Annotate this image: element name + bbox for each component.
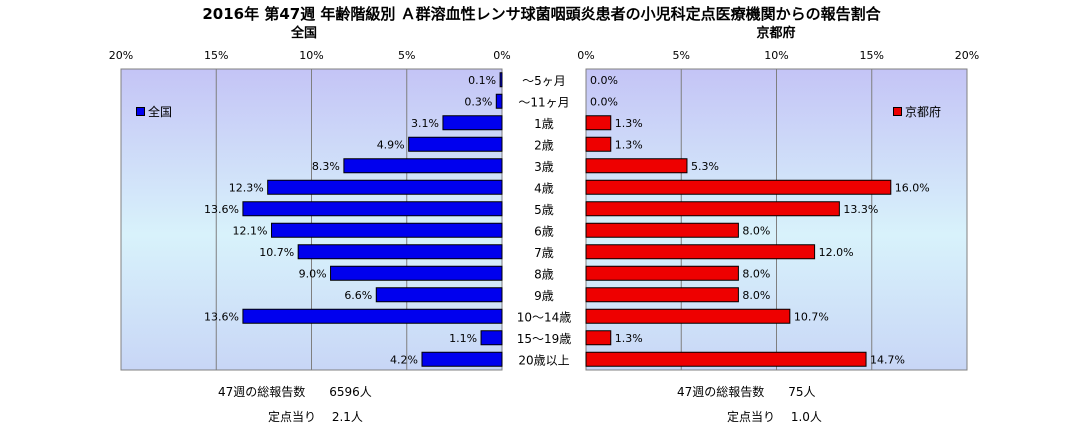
data-label-national: 0.3% bbox=[464, 95, 492, 108]
kyoto-total-reports: 47週の総報告数 75人 bbox=[677, 385, 816, 399]
category-label: 〜5ヶ月 bbox=[522, 74, 566, 88]
legend-label-national: 全国 bbox=[148, 105, 173, 119]
data-label-national: 13.6% bbox=[204, 310, 239, 323]
data-label-national: 1.1% bbox=[449, 332, 477, 345]
x-tick-label-national: 10% bbox=[299, 49, 323, 62]
category-label: 3歳 bbox=[534, 160, 554, 174]
category-label: 1歳 bbox=[534, 117, 554, 131]
x-tick-label-national: 5% bbox=[398, 49, 415, 62]
chart-title: 2016年 第47週 年齢階級別 Ａ群溶血性レンサ球菌咽頭炎患者の小児科定点医療… bbox=[202, 5, 881, 23]
data-label-kyoto: 14.7% bbox=[870, 353, 905, 366]
category-label: 9歳 bbox=[534, 289, 554, 303]
bar-national bbox=[343, 158, 503, 174]
kyoto-per-sentinel: 定点当り 1.0人 bbox=[727, 410, 822, 424]
data-label-kyoto: 5.3% bbox=[691, 160, 719, 173]
category-label: 7歳 bbox=[534, 246, 554, 260]
bar-national bbox=[375, 287, 503, 303]
category-label: 20歳以上 bbox=[518, 353, 569, 367]
bar-national bbox=[442, 115, 503, 131]
bar-national bbox=[499, 72, 503, 88]
bar-kyoto bbox=[585, 179, 892, 195]
bar-kyoto bbox=[585, 222, 739, 238]
legend-swatch-national bbox=[136, 107, 145, 116]
bar-national bbox=[480, 330, 503, 346]
data-label-national: 12.1% bbox=[233, 224, 268, 237]
bar-kyoto bbox=[585, 308, 791, 324]
category-label: 10〜14歳 bbox=[517, 310, 572, 324]
bar-kyoto bbox=[585, 351, 867, 367]
x-tick-label-national: 0% bbox=[493, 49, 510, 62]
bar-kyoto bbox=[585, 158, 688, 174]
category-label: 15〜19歳 bbox=[517, 332, 572, 346]
data-label-kyoto: 1.3% bbox=[615, 332, 643, 345]
data-label-kyoto: 13.3% bbox=[843, 203, 878, 216]
legend-national: 全国 bbox=[136, 103, 172, 120]
left-panel-title: 全国 bbox=[290, 26, 317, 41]
bar-national bbox=[267, 179, 503, 195]
data-label-national: 6.6% bbox=[344, 289, 372, 302]
category-label: 6歳 bbox=[534, 224, 554, 238]
data-label-national: 3.1% bbox=[411, 117, 439, 130]
bar-kyoto bbox=[585, 287, 739, 303]
data-label-kyoto: 10.7% bbox=[794, 310, 829, 323]
data-label-kyoto: 1.3% bbox=[615, 117, 643, 130]
bar-kyoto bbox=[585, 265, 739, 281]
data-label-kyoto: 8.0% bbox=[742, 224, 770, 237]
national-per-sentinel: 定点当り 2.1人 bbox=[268, 410, 363, 424]
bar-national bbox=[330, 265, 503, 281]
bar-national bbox=[242, 201, 503, 217]
data-label-kyoto: 1.3% bbox=[615, 138, 643, 151]
category-label: 2歳 bbox=[534, 138, 554, 152]
category-label: 〜11ヶ月 bbox=[518, 95, 569, 109]
x-tick-label-kyoto: 15% bbox=[860, 49, 884, 62]
x-tick-label-kyoto: 20% bbox=[955, 49, 979, 62]
legend-kyoto: 京都府 bbox=[893, 103, 941, 120]
data-label-kyoto: 8.0% bbox=[742, 289, 770, 302]
data-label-kyoto: 12.0% bbox=[819, 246, 854, 259]
data-label-national: 8.3% bbox=[312, 160, 340, 173]
bar-kyoto bbox=[585, 115, 612, 131]
bar-kyoto bbox=[585, 244, 816, 260]
x-tick-label-national: 15% bbox=[204, 49, 228, 62]
bar-national bbox=[297, 244, 503, 260]
category-label: 5歳 bbox=[534, 203, 554, 217]
data-label-kyoto: 8.0% bbox=[742, 267, 770, 280]
data-label-national: 0.1% bbox=[468, 74, 496, 87]
data-label-national: 12.3% bbox=[229, 181, 264, 194]
x-tick-label-national: 20% bbox=[109, 49, 133, 62]
bar-national bbox=[242, 308, 503, 324]
data-label-national: 13.6% bbox=[204, 203, 239, 216]
category-label: 8歳 bbox=[534, 267, 554, 281]
bar-kyoto bbox=[585, 330, 612, 346]
bar-national bbox=[495, 93, 503, 109]
bar-kyoto bbox=[585, 136, 612, 152]
data-label-national: 9.0% bbox=[299, 267, 327, 280]
data-label-kyoto: 16.0% bbox=[895, 181, 930, 194]
data-label-national: 4.2% bbox=[390, 353, 418, 366]
bar-national bbox=[270, 222, 503, 238]
x-tick-label-kyoto: 0% bbox=[577, 49, 594, 62]
category-label: 4歳 bbox=[534, 181, 554, 195]
legend-swatch-kyoto bbox=[893, 107, 902, 116]
legend-label-kyoto: 京都府 bbox=[905, 105, 942, 119]
data-label-kyoto: 0.0% bbox=[590, 95, 618, 108]
data-label-national: 4.9% bbox=[377, 138, 405, 151]
right-panel-title: 京都府 bbox=[756, 26, 796, 41]
bar-national bbox=[408, 136, 503, 152]
data-label-national: 10.7% bbox=[259, 246, 294, 259]
national-total-reports: 47週の総報告数 6596人 bbox=[218, 385, 372, 399]
data-label-kyoto: 0.0% bbox=[590, 74, 618, 87]
bar-national bbox=[421, 351, 503, 367]
x-tick-label-kyoto: 10% bbox=[764, 49, 788, 62]
x-tick-label-kyoto: 5% bbox=[673, 49, 690, 62]
bar-kyoto bbox=[585, 201, 840, 217]
